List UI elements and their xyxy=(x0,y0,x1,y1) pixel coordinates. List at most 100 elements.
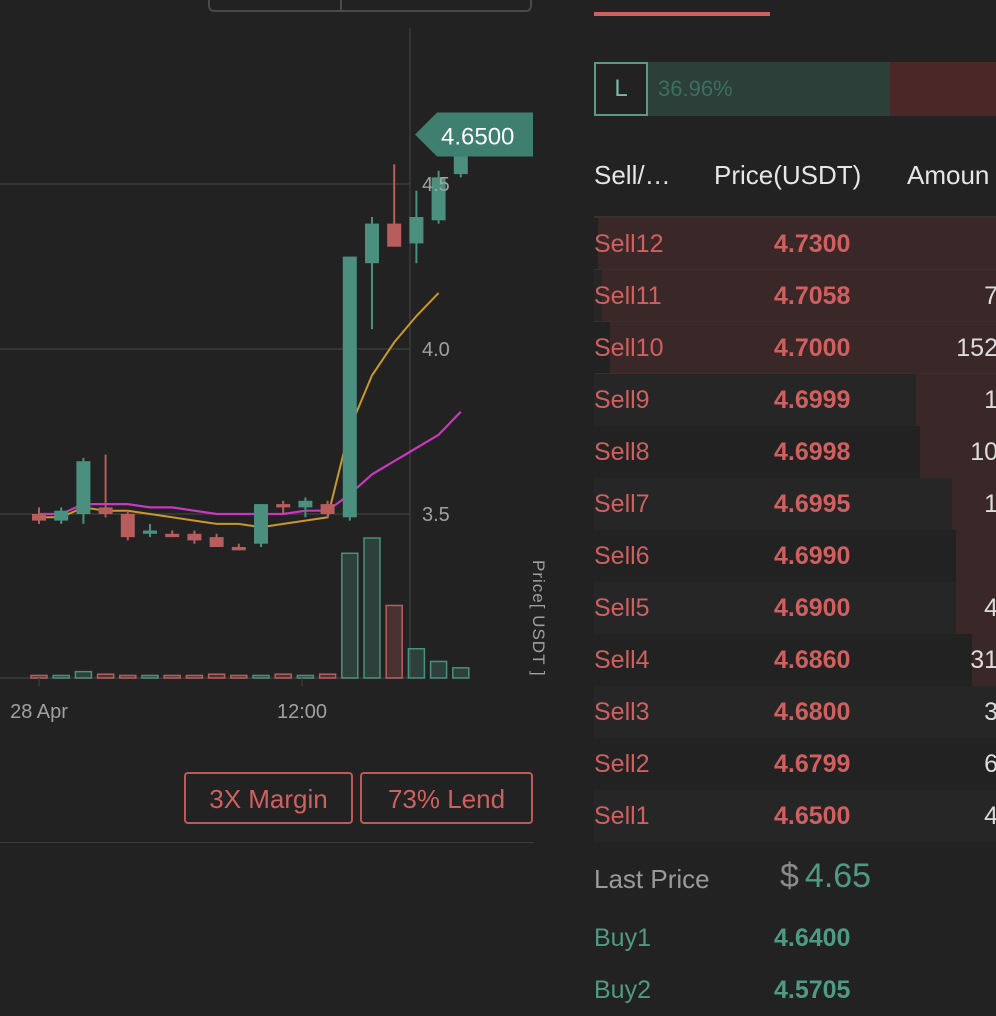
sell-order-price: 4.7000 xyxy=(774,334,851,362)
sell-order-type: Sell4 xyxy=(594,646,650,674)
sell-order-row[interactable]: Sell3 4.6800 3 xyxy=(594,686,996,738)
volume-bar xyxy=(429,660,448,679)
buy-order-type: Buy1 xyxy=(594,924,651,952)
moving-average-lines xyxy=(39,292,462,529)
volume-bar xyxy=(252,674,270,679)
sell-order-row[interactable]: Sell9 4.6999 1 xyxy=(594,374,996,426)
sell-order-amount: 3 xyxy=(984,698,996,726)
sell-order-price: 4.6799 xyxy=(774,750,851,778)
sell-depth-bar xyxy=(919,426,996,478)
candle-body xyxy=(209,537,224,547)
volume-bar xyxy=(141,674,159,679)
buy-order-row[interactable]: Buy1 4.6400 xyxy=(594,912,996,964)
candles xyxy=(32,121,468,551)
volume-bar xyxy=(274,673,292,679)
sell-depth-bar xyxy=(915,374,996,426)
volume-bar xyxy=(407,647,426,679)
volume-bars xyxy=(30,537,470,679)
candle-body xyxy=(254,504,268,544)
volume-bar xyxy=(341,552,359,679)
time-tick-label: 28 Apr xyxy=(10,701,68,723)
sell-order-type: Sell2 xyxy=(594,750,650,778)
last-price-number: 4.65 xyxy=(804,857,872,895)
sell-order-type: Sell9 xyxy=(594,386,650,414)
candle-body xyxy=(76,461,91,514)
lend-button[interactable]: 73% Lend xyxy=(360,772,533,824)
sell-order-type: Sell1 xyxy=(594,802,650,830)
sell-depth-bar xyxy=(955,530,996,582)
sell-depth-bar xyxy=(955,582,996,634)
sell-order-price: 4.6500 xyxy=(774,802,851,830)
sell-order-amount: 7 xyxy=(984,282,996,310)
column-header-amount[interactable]: Amoun xyxy=(907,160,990,190)
sell-order-amount: 1 xyxy=(984,386,996,414)
order-book: L 36.96% Sell/… Price(USDT) Amoun Sell12… xyxy=(594,0,996,1004)
sell-order-price: 4.7300 xyxy=(774,230,851,258)
sell-order-row[interactable]: Sell1 4.6500 4 xyxy=(594,790,996,842)
margin-button[interactable]: 3X Margin xyxy=(184,772,353,824)
ma-short-line xyxy=(39,292,440,529)
volume-bar xyxy=(296,674,315,679)
active-tab-indicator xyxy=(594,12,770,16)
sell-order-row[interactable]: Sell11 4.7058 7 xyxy=(594,270,996,322)
row-divider xyxy=(594,321,996,322)
volume-bar xyxy=(74,670,93,679)
column-header-price[interactable]: Price(USDT) xyxy=(714,160,862,190)
price-tick-label: 4.0 xyxy=(422,339,450,361)
candle-body xyxy=(165,533,180,538)
candle-body xyxy=(32,514,46,521)
chart-toolbar-button-group[interactable] xyxy=(208,0,532,12)
sell-order-amount: 4 xyxy=(984,594,996,622)
volume-bar xyxy=(452,667,470,679)
sell-order-amount: 152 xyxy=(956,334,996,362)
volume-bar xyxy=(230,674,248,679)
candle-body xyxy=(431,177,446,221)
ratio-buy-segment: 36.96% xyxy=(648,62,890,116)
current-price-tag: 4.6500 xyxy=(415,112,533,157)
sell-order-row[interactable]: Sell12 4.7300 xyxy=(594,218,996,270)
sell-order-row[interactable]: Sell2 4.6799 6 xyxy=(594,738,996,790)
sell-order-price: 4.6995 xyxy=(774,490,851,518)
row-divider xyxy=(594,373,996,374)
candle-body xyxy=(342,256,357,518)
buy-order-row[interactable]: Buy2 4.5705 xyxy=(594,964,996,1016)
sell-order-row[interactable]: Sell10 4.7000 152 xyxy=(594,322,996,374)
sell-order-type: Sell5 xyxy=(594,594,650,622)
sell-order-row[interactable]: Sell6 4.6990 xyxy=(594,530,996,582)
ratio-toggle-button[interactable]: L xyxy=(594,62,648,116)
sell-order-amount: 6 xyxy=(984,750,996,778)
candle-body xyxy=(409,217,424,244)
sell-order-price: 4.6860 xyxy=(774,646,851,674)
sell-order-price: 4.6990 xyxy=(774,542,851,570)
chart-panel[interactable]: 4.5 4.0 3.5 28 Apr 12:00 4.6500 Price[ USDT … xyxy=(0,0,560,998)
ratio-buy-percent: 36.96% xyxy=(658,76,733,101)
sell-order-price: 4.6900 xyxy=(774,594,851,622)
volume-bar xyxy=(207,673,226,679)
sell-order-price: 4.6998 xyxy=(774,438,851,466)
volume-bar xyxy=(385,604,403,679)
sell-order-type: Sell12 xyxy=(594,230,664,258)
sell-order-amount: 1 xyxy=(984,490,996,518)
price-axis-unit-label: Price[ USDT ] xyxy=(529,560,548,677)
buy-order-price: 4.5705 xyxy=(774,976,851,1004)
candle-body xyxy=(54,510,69,521)
candle-body xyxy=(298,500,313,508)
price-tick-label: 3.5 xyxy=(422,504,450,526)
sell-order-row[interactable]: Sell7 4.6995 1 xyxy=(594,478,996,530)
candlestick-chart[interactable]: 4.5 4.0 3.5 28 Apr 12:00 4.6500 xyxy=(0,0,560,760)
axis-ticks: 4.5 4.0 3.5 28 Apr 12:00 xyxy=(10,174,450,723)
volume-bar xyxy=(363,537,381,679)
buy-order-type: Buy2 xyxy=(594,976,651,1004)
candle-body xyxy=(365,223,379,264)
sell-order-amount: 10 xyxy=(970,438,996,466)
sell-order-type: Sell11 xyxy=(594,282,662,310)
sell-order-row[interactable]: Sell4 4.6860 31 xyxy=(594,634,996,686)
sell-order-type: Sell6 xyxy=(594,542,650,570)
sell-order-row[interactable]: Sell5 4.6900 4 xyxy=(594,582,996,634)
volume-bar xyxy=(318,673,337,679)
column-header-type[interactable]: Sell/… xyxy=(594,160,671,190)
sell-order-type: Sell3 xyxy=(594,698,650,726)
candle-body xyxy=(231,547,246,551)
candle-body xyxy=(187,533,202,541)
sell-order-row[interactable]: Sell8 4.6998 10 xyxy=(594,426,996,478)
